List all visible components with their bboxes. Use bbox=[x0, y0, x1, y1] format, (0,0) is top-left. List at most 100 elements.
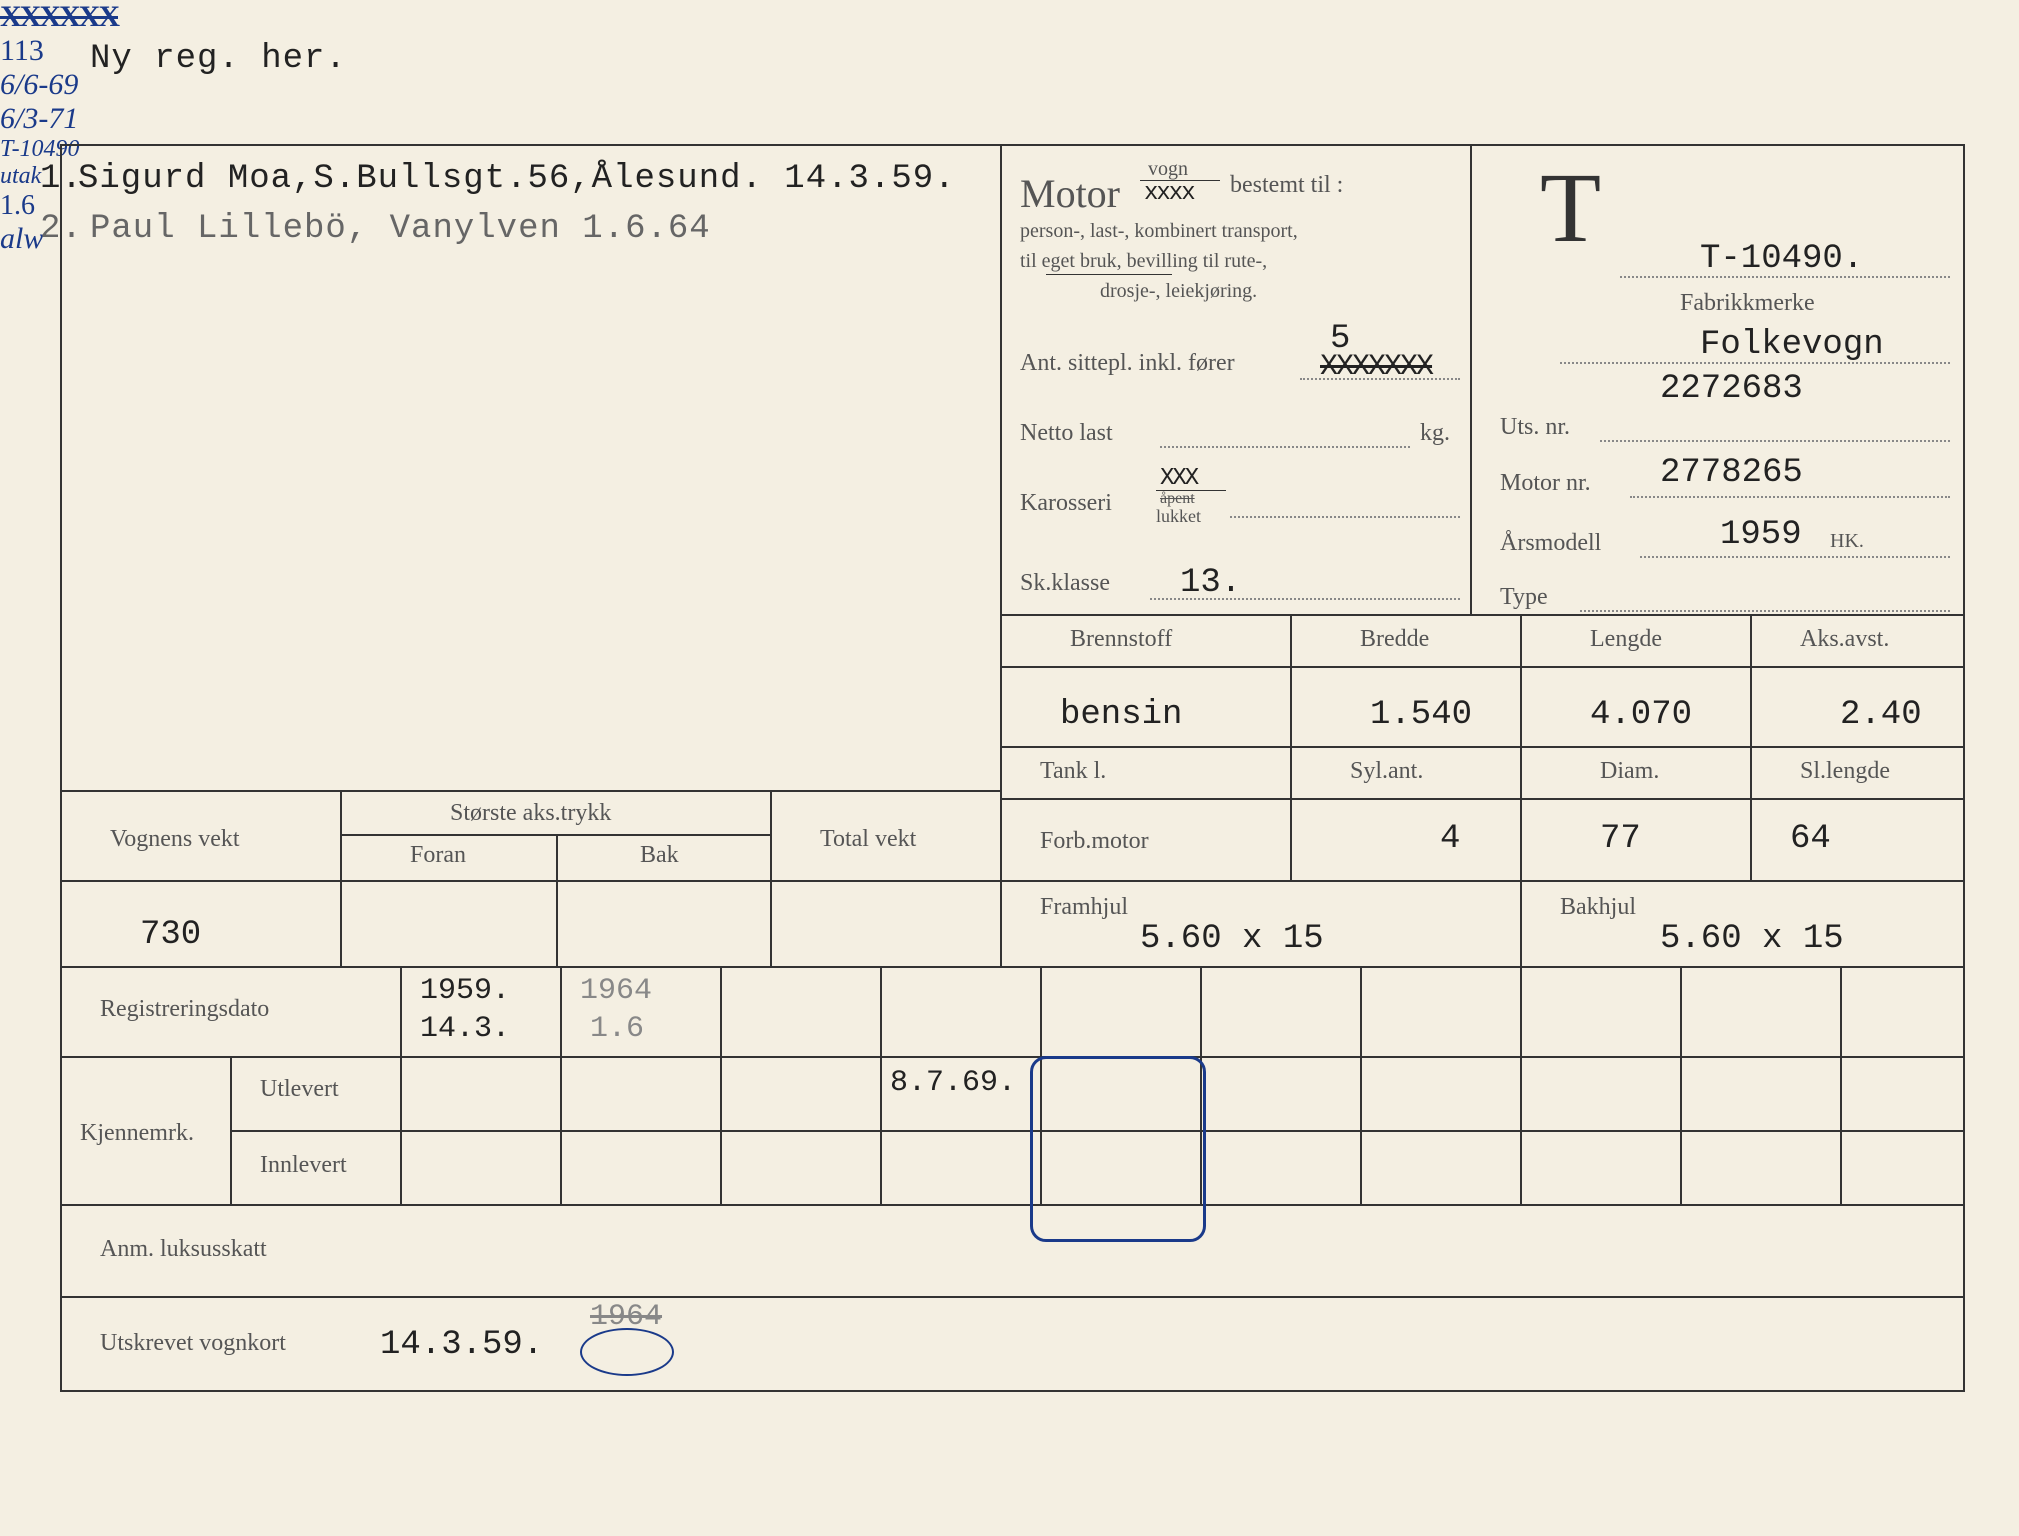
bt-vc8 bbox=[1680, 966, 1682, 1204]
dim-v1 bbox=[1290, 614, 1292, 880]
hand-reg: T-10490 bbox=[0, 136, 2019, 163]
bt-r1 bbox=[60, 1056, 1963, 1058]
bt-r2 bbox=[60, 1204, 1963, 1206]
bakhjul: 5.60 x 15 bbox=[1660, 920, 1844, 958]
regdato-1964: 1964 bbox=[580, 974, 652, 1008]
total-vekt-label: Total vekt bbox=[820, 826, 916, 853]
motor-right-rule bbox=[1470, 144, 1472, 614]
bt-vc2 bbox=[720, 966, 722, 1204]
skklasse-dots bbox=[1150, 598, 1460, 600]
karosseri-frac bbox=[1156, 490, 1226, 491]
dim-h-lengde: Lengde bbox=[1590, 626, 1662, 653]
dim-v2 bbox=[1520, 614, 1522, 966]
dim-h1b bbox=[1000, 666, 1963, 668]
owner-1: Sigurd Moa,S.Bullsgt.56,Ålesund. 14.3.59… bbox=[78, 160, 956, 198]
regdato-16: 1.6 bbox=[590, 1012, 644, 1046]
owner-2-num: 2. bbox=[40, 210, 83, 248]
regdato-143: 14.3. bbox=[420, 1012, 510, 1046]
ars-dots bbox=[1640, 556, 1950, 558]
motor-xxxx: xxxx bbox=[1144, 180, 1194, 207]
wt-v1 bbox=[340, 790, 342, 966]
motor-title: Motor bbox=[1020, 170, 1120, 217]
registration-card: Ny reg. her. 1. Sigurd Moa,S.Bullsgt.56,… bbox=[0, 0, 2019, 1536]
bt-r3 bbox=[60, 1296, 1963, 1298]
bt-v1 bbox=[400, 966, 402, 1204]
type-dots bbox=[1580, 610, 1950, 612]
dim-h-sllengde: Sl.lengde bbox=[1800, 758, 1890, 785]
dim-h-tank: Tank l. bbox=[1040, 758, 1106, 785]
kjennemrk-label: Kjennemrk. bbox=[80, 1120, 194, 1147]
storste-label: Største aks.trykk bbox=[450, 800, 611, 827]
wt-v1b bbox=[556, 834, 558, 966]
frame-bottom bbox=[60, 1390, 1965, 1392]
ant-sittepl-label: Ant. sittepl. inkl. fører bbox=[1020, 350, 1235, 377]
reg-dots bbox=[1620, 276, 1950, 278]
bt-vc7 bbox=[1520, 966, 1522, 1204]
anm-label: Anm. luksusskatt bbox=[100, 1236, 267, 1263]
motor-line2: til eget bruk, bevilling til rute-, bbox=[1020, 250, 1267, 273]
fabrikkmerke-label: Fabrikkmerke bbox=[1680, 290, 1815, 317]
utskrevet-oval bbox=[580, 1328, 674, 1376]
fabrikk-dots bbox=[1560, 362, 1950, 364]
arsmodell-hk: HK. bbox=[1830, 530, 1864, 553]
karosseri-xxx: XXX bbox=[1160, 465, 1197, 492]
fabrikkmerke: Folkevogn bbox=[1700, 326, 1884, 364]
utlevert-8769: 8.7.69. bbox=[890, 1066, 1016, 1100]
dim-lengde: 4.070 bbox=[1590, 696, 1692, 734]
bakhjul-label: Bakhjul bbox=[1560, 894, 1636, 921]
frame-right bbox=[1963, 144, 1965, 1390]
netto-label: Netto last bbox=[1020, 420, 1113, 447]
netto-dots bbox=[1160, 446, 1410, 448]
type-strike: XXXXXX bbox=[0, 0, 2019, 34]
wt-top bbox=[60, 790, 1000, 792]
motor-line3: drosje-, leiekjøring. bbox=[1100, 280, 1257, 303]
frame-top bbox=[60, 144, 1965, 146]
bak-label: Bak bbox=[640, 842, 679, 869]
bt-vc9 bbox=[1840, 966, 1842, 1204]
uts-dots bbox=[1600, 440, 1950, 442]
motornr: 2778265 bbox=[1660, 454, 1803, 492]
dim-r1b bbox=[1000, 746, 1963, 748]
owner-1-num: 1. bbox=[40, 160, 83, 198]
arsmodell: 1959 bbox=[1720, 516, 1802, 554]
uts-label: Uts. nr. bbox=[1500, 414, 1570, 441]
dim-bredde: 1.540 bbox=[1370, 696, 1472, 734]
bt-v-kjenn bbox=[230, 1056, 232, 1204]
skklasse-label: Sk.klasse bbox=[1020, 570, 1110, 597]
utlevert-label: Utlevert bbox=[260, 1076, 339, 1103]
utskrevet-val: 14.3.59. bbox=[380, 1326, 543, 1364]
dim-v0 bbox=[1000, 614, 1002, 966]
bt-vc6 bbox=[1360, 966, 1362, 1204]
header-note: Ny reg. her. bbox=[90, 40, 347, 78]
motor-frac-line bbox=[1140, 180, 1220, 181]
dim-r2b bbox=[60, 880, 1963, 882]
motor-vogn: vogn bbox=[1148, 158, 1188, 181]
framhjul-label: Framhjul bbox=[1040, 894, 1128, 921]
dim-h-sylant: Syl.ant. bbox=[1350, 758, 1423, 785]
dim-forbmotor: Forb.motor bbox=[1040, 828, 1149, 855]
wt-v2 bbox=[770, 790, 772, 966]
dim-h-diam: Diam. bbox=[1600, 758, 1659, 785]
netto-kg: kg. bbox=[1420, 420, 1450, 447]
dim-h-brennstoff: Brennstoff bbox=[1070, 626, 1172, 653]
dim-h2b bbox=[1000, 798, 1963, 800]
big-letter-T: T bbox=[1540, 150, 1601, 265]
dim-sllengde: 64 bbox=[1790, 820, 1831, 858]
ant-dots bbox=[1300, 378, 1460, 380]
wt-bottom bbox=[60, 966, 1963, 968]
motor-left-rule bbox=[1000, 144, 1002, 614]
bt-vc3 bbox=[880, 966, 882, 1204]
skklasse-value: 13. bbox=[1180, 564, 1241, 602]
motor-bestemt: bestemt til : bbox=[1230, 172, 1343, 199]
wt-mid bbox=[340, 834, 770, 836]
framhjul: 5.60 x 15 bbox=[1140, 920, 1324, 958]
motornr-label: Motor nr. bbox=[1500, 470, 1591, 497]
type-label: Type bbox=[1500, 584, 1548, 611]
motor-line1: person-, last-, kombinert transport, bbox=[1020, 220, 1298, 243]
innlevert-label: Innlevert bbox=[260, 1152, 347, 1179]
regdato-label: Registreringsdato bbox=[100, 996, 269, 1023]
foran-label: Foran bbox=[410, 842, 466, 869]
vognens-vekt: 730 bbox=[140, 916, 201, 954]
hand-circle bbox=[1030, 1056, 1206, 1242]
vognens-vekt-label: Vognens vekt bbox=[110, 826, 240, 853]
